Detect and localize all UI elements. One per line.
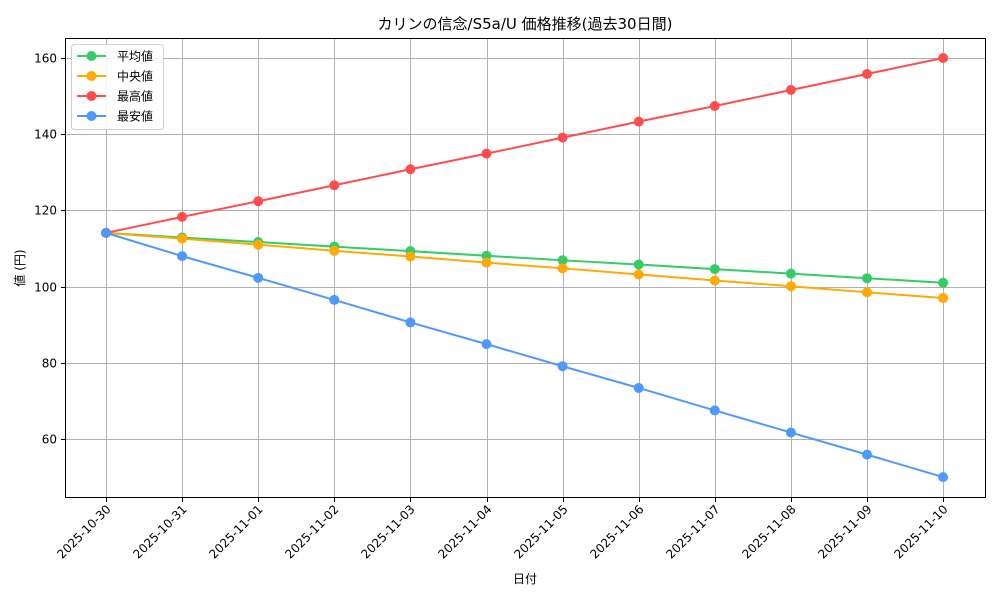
- legend-label: 平均値: [117, 49, 153, 64]
- data-point: [709, 275, 720, 286]
- series-line: [101, 227, 949, 288]
- y-tick-label: 120: [34, 204, 57, 218]
- plot-frame: [65, 38, 986, 498]
- x-tick-label: 2025-10-31: [130, 502, 189, 561]
- data-series: [101, 53, 949, 483]
- y-axis-ticks: 60 80 100 120 140 160: [34, 52, 65, 447]
- data-point: [862, 449, 872, 460]
- legend-marker-icon: [86, 91, 97, 101]
- x-tick-label: 2025-10-30: [54, 502, 113, 561]
- y-tick-label: 60: [42, 433, 57, 447]
- data-point: [101, 227, 111, 238]
- data-point: [785, 281, 796, 292]
- data-point: [862, 69, 872, 80]
- data-point: [253, 239, 264, 250]
- data-point: [481, 339, 492, 350]
- data-point: [329, 294, 340, 305]
- y-tick-label: 140: [34, 128, 57, 142]
- data-point: [329, 180, 340, 191]
- data-point: [938, 472, 949, 483]
- data-point: [633, 116, 644, 127]
- data-point: [633, 382, 644, 393]
- x-axis-label: 日付: [513, 572, 537, 586]
- data-point: [481, 250, 492, 261]
- legend-item: 最高値: [77, 89, 153, 104]
- legend-label: 中央値: [117, 69, 153, 84]
- data-point: [709, 101, 720, 112]
- data-point: [633, 259, 644, 270]
- series-line: [101, 227, 949, 483]
- legend-item: 平均値: [77, 49, 153, 64]
- legend-marker-icon: [86, 71, 97, 81]
- x-tick-label: 2025-11-05: [511, 502, 570, 561]
- legend-item: 最安値: [77, 109, 153, 124]
- data-point: [405, 164, 416, 175]
- x-tick-label: 2025-11-04: [435, 502, 494, 561]
- series-line: [101, 227, 949, 304]
- data-point: [177, 211, 188, 222]
- data-point: [785, 268, 796, 279]
- y-tick-label: 80: [42, 357, 57, 371]
- data-point: [938, 277, 949, 288]
- data-point: [557, 361, 568, 372]
- data-point: [481, 257, 492, 268]
- x-tick-label: 2025-11-10: [891, 502, 950, 561]
- data-point: [177, 251, 188, 262]
- x-tick-label: 2025-11-09: [815, 502, 874, 561]
- data-point: [862, 287, 872, 298]
- data-point: [938, 293, 949, 304]
- legend-marker-icon: [86, 111, 97, 121]
- grid-lines: [65, 38, 985, 498]
- data-point: [177, 233, 188, 244]
- data-point: [785, 85, 796, 96]
- x-tick-label: 2025-11-08: [739, 502, 798, 561]
- data-point: [405, 251, 416, 262]
- data-point: [253, 272, 264, 283]
- data-point: [557, 263, 568, 274]
- x-axis-ticks: 2025-10-30 2025-10-31 2025-11-01 2025-11-02…: [54, 498, 951, 561]
- data-point: [329, 245, 340, 256]
- legend-item: 中央値: [77, 69, 153, 84]
- series-line: [101, 53, 949, 238]
- data-point: [481, 148, 492, 159]
- data-point: [785, 427, 796, 438]
- data-point: [862, 273, 872, 284]
- x-tick-label: 2025-11-01: [206, 502, 265, 561]
- legend-label: 最安値: [117, 109, 153, 124]
- legend-marker-icon: [86, 51, 97, 61]
- chart-title: カリンの信念/S5a/U 価格推移(過去30日間): [378, 15, 673, 33]
- data-point: [253, 196, 264, 207]
- x-tick-label: 2025-11-02: [282, 502, 341, 561]
- y-tick-label: 160: [34, 52, 57, 66]
- data-point: [405, 317, 416, 328]
- data-point: [709, 405, 720, 416]
- data-point: [557, 132, 568, 143]
- x-tick-label: 2025-11-07: [663, 502, 722, 561]
- x-tick-label: 2025-11-03: [358, 502, 417, 561]
- legend-label: 最高値: [117, 89, 153, 104]
- y-axis-label: 値 (円): [12, 249, 27, 286]
- data-point: [633, 269, 644, 280]
- data-point: [938, 53, 949, 63]
- data-point: [709, 264, 720, 275]
- y-tick-label: 100: [34, 281, 57, 295]
- x-tick-label: 2025-11-06: [587, 502, 646, 561]
- data-point: [557, 255, 568, 266]
